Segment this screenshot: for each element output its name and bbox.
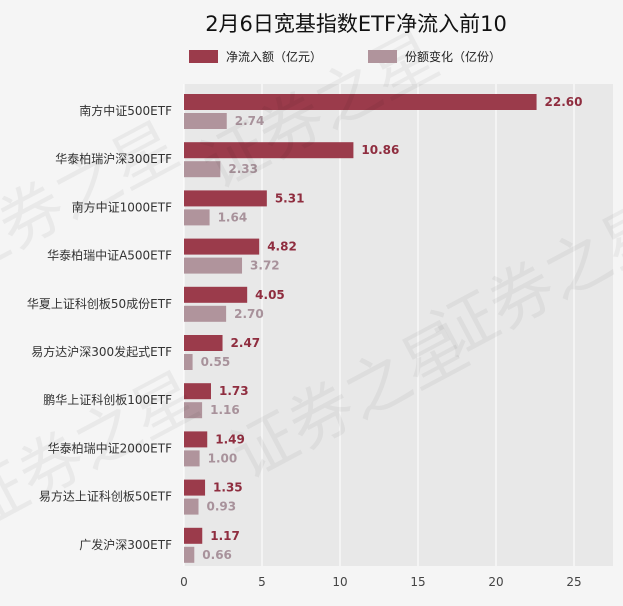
data-label-inflow: 5.31 [275, 191, 305, 205]
bar-share [184, 161, 221, 178]
data-label-inflow: 10.86 [361, 143, 399, 157]
bar-inflow [184, 286, 248, 303]
x-tick-label: 10 [332, 575, 347, 589]
x-tick-label: 15 [410, 575, 425, 589]
bar-share [184, 113, 227, 129]
bar-inflow [184, 527, 203, 544]
category-label: 华泰柏瑞中证2000ETF [48, 440, 172, 455]
category-label: 鹏华上证科创板100ETF [43, 393, 172, 407]
plot-area [184, 84, 613, 566]
bar-share [184, 209, 210, 226]
bar-inflow [184, 479, 206, 496]
data-label-inflow: 1.49 [215, 432, 245, 446]
bar-share [184, 354, 193, 370]
category-label: 华泰柏瑞中证A500ETF [47, 248, 172, 263]
category-label: 易方达上证科创板50ETF [39, 489, 172, 504]
data-label-inflow: 22.60 [545, 95, 583, 109]
bar-share [184, 402, 203, 419]
category-label: 华夏上证科创板50成份ETF [27, 297, 172, 311]
data-label-share: 0.55 [201, 355, 231, 369]
category-label: 华泰柏瑞沪深300ETF [55, 151, 172, 166]
bar-share [184, 257, 243, 274]
x-tick-label: 0 [180, 575, 188, 589]
data-label-share: 2.74 [235, 114, 265, 128]
data-label-share: 1.16 [210, 403, 240, 417]
data-label-share: 0.66 [202, 548, 232, 562]
x-tick-label: 5 [258, 575, 266, 589]
bar-inflow [184, 335, 223, 351]
legend-label-share: 份额变化（亿份） [405, 49, 501, 64]
data-label-inflow: 2.47 [231, 336, 261, 350]
data-label-inflow: 1.35 [213, 481, 243, 495]
labels: 0 5 10 15 20 25 南方中证500ETF 22.60 2.74 华泰柏瑞沪深300ET… [27, 95, 583, 589]
data-label-inflow: 1.73 [219, 384, 249, 398]
legend-swatch-share [368, 50, 397, 63]
legend: 净流入额（亿元） 份额变化（亿份） [189, 49, 501, 64]
data-label-share: 2.33 [228, 162, 258, 176]
data-label-share: 1.00 [208, 451, 238, 465]
bar-share [184, 450, 200, 467]
data-label-share: 2.70 [234, 307, 264, 321]
bar-share [184, 305, 227, 322]
data-label-inflow: 4.05 [255, 288, 285, 302]
data-label-share: 0.93 [207, 500, 237, 514]
data-label-inflow: 1.17 [210, 529, 240, 543]
bar-share [184, 498, 199, 515]
bar-inflow [184, 238, 260, 255]
legend-label-inflow: 净流入额（亿元） [226, 49, 322, 64]
watermark-text: 证券之星 [0, 359, 211, 545]
bar-inflow [184, 190, 267, 207]
x-tick-label: 25 [566, 575, 581, 589]
category-label: 易方达沪深300发起式ETF [31, 344, 172, 359]
data-label-share: 1.64 [218, 210, 248, 224]
bar-inflow [184, 142, 354, 159]
bar-inflow [184, 431, 208, 448]
data-label-inflow: 4.82 [267, 240, 297, 254]
bar-inflow [184, 383, 211, 400]
data-label-share: 3.72 [250, 259, 280, 273]
x-tick-label: 20 [488, 575, 503, 589]
bar-inflow [184, 94, 537, 110]
category-label: 广发沪深300ETF [79, 537, 172, 552]
category-label: 南方中证500ETF [79, 103, 172, 118]
chart-title: 2月6日宽基指数ETF净流入前10 [205, 12, 507, 36]
bars [184, 94, 537, 563]
category-label: 南方中证1000ETF [72, 199, 172, 214]
bar-share [184, 546, 195, 563]
legend-swatch-inflow [189, 50, 218, 63]
